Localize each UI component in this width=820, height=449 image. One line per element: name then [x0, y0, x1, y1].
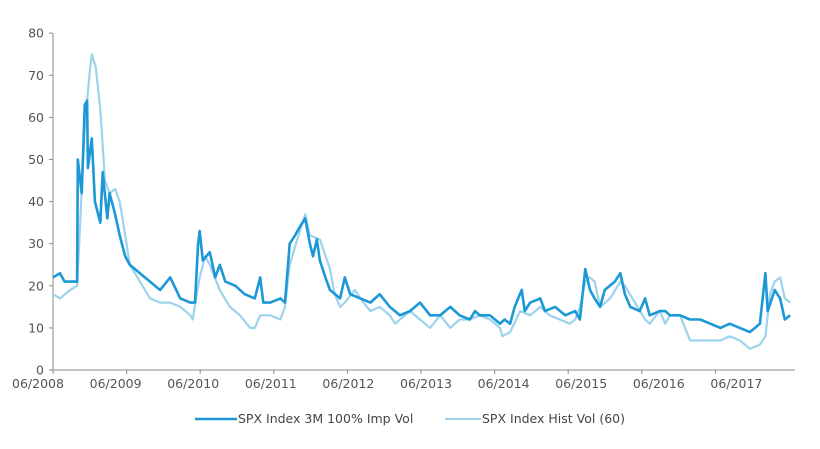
x-tick-label: 06/2013 [400, 376, 452, 391]
y-tick-label: 0 [36, 363, 44, 378]
y-axis: 0 10 20 30 40 50 60 70 80 [28, 26, 54, 378]
y-tick-label: 40 [28, 194, 44, 209]
x-tick-label: 06/2009 [90, 376, 142, 391]
legend-label-implied-vol: SPX Index 3M 100% Imp Vol [238, 411, 413, 426]
x-tick-label: 06/2010 [167, 376, 219, 391]
x-tick-label: 06/2015 [555, 376, 607, 391]
x-tick-label: 06/2012 [322, 376, 374, 391]
x-tick-label: 06/2014 [478, 376, 530, 391]
x-axis: 06/2008 06/2009 06/2010 06/2011 06/2012 06/20… [12, 369, 795, 391]
series-lines [52, 53, 791, 350]
y-tick-label: 10 [28, 320, 44, 335]
y-tick-label: 70 [28, 68, 44, 83]
legend-label-hist-vol: SPX Index Hist Vol (60) [482, 411, 625, 426]
x-tick-label: 06/2008 [12, 376, 64, 391]
series-line-hist-vol [52, 53, 791, 350]
y-tick-label: 60 [28, 110, 44, 125]
x-tick-label: 06/2017 [710, 376, 762, 391]
series-line-implied-vol [52, 99, 791, 334]
x-tick-label: 06/2011 [245, 376, 297, 391]
x-tick-label: 06/2016 [633, 376, 685, 391]
legend: SPX Index 3M 100% Imp Vol SPX Index Hist… [195, 411, 625, 426]
y-tick-label: 80 [28, 26, 44, 41]
y-tick-label: 20 [28, 278, 44, 293]
y-tick-label: 50 [28, 152, 44, 167]
y-tick-label: 30 [28, 236, 44, 251]
